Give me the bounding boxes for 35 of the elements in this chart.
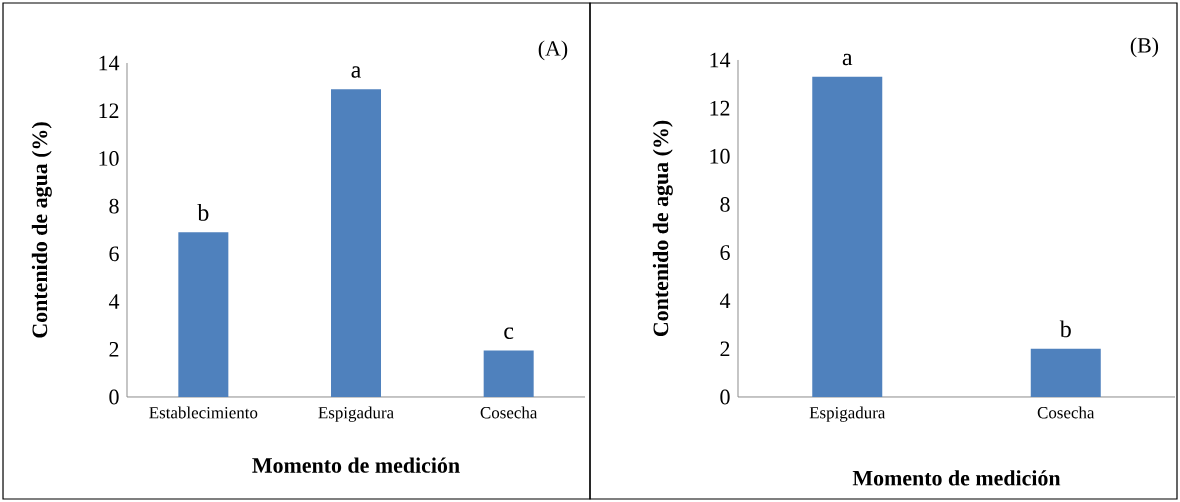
y-tick-label: 8: [720, 197, 730, 212]
y-tick-label: 6: [109, 246, 119, 262]
annotation: c: [504, 327, 514, 339]
y-tick-label: 8: [109, 198, 119, 214]
y-tick-label: 14: [99, 55, 120, 71]
x-tick-label: Cosecha: [1037, 406, 1095, 419]
annotation: b: [197, 204, 209, 221]
annotation: a: [842, 53, 853, 66]
y-tick-label: 12: [710, 100, 730, 116]
y-tick-label: 4: [719, 293, 731, 308]
bar: [483, 350, 534, 397]
bar: [178, 232, 229, 397]
x-axis-title: Momento de medición: [852, 470, 1061, 486]
annotation: b: [1059, 320, 1071, 338]
y-tick-label: 2: [720, 341, 730, 357]
y-tick-label: 10: [99, 151, 119, 166]
annotation: a: [351, 66, 361, 78]
y-axis-title: Contenido de agua (%): [31, 122, 52, 338]
y-tick-label: 6: [720, 245, 730, 260]
y-tick-label: 0: [720, 389, 730, 405]
y-tick-label: 14: [710, 52, 731, 68]
y-tick-label: 12: [99, 103, 119, 118]
y-tick-label: 10: [710, 148, 730, 164]
y-axis-title: Contenido de agua (%): [652, 120, 673, 337]
chart-title: (B): [1130, 37, 1159, 58]
x-axis-title: Momento de medición: [252, 457, 460, 473]
x-tick-label: Espigadura: [318, 406, 394, 422]
y-tick-label: 4: [108, 294, 120, 309]
bar: [331, 89, 382, 397]
chart-title: (A): [538, 40, 568, 61]
y-tick-label: 2: [109, 342, 119, 357]
x-tick-label: Espigadura: [809, 406, 886, 422]
x-tick-label: Cosecha: [480, 406, 538, 419]
y-tick-label: 0: [109, 389, 119, 405]
x-tick-label: Establecimiento: [149, 406, 258, 419]
